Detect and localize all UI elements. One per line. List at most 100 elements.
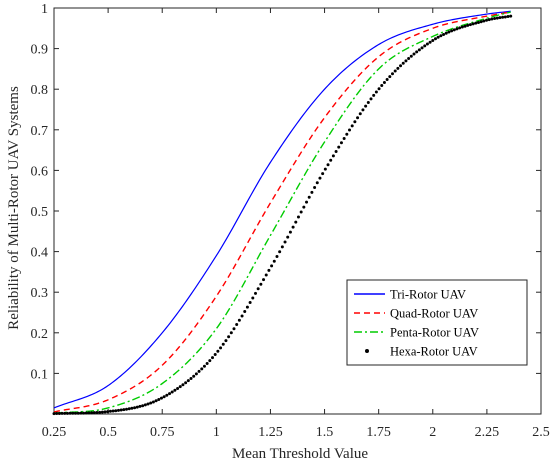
series-point: [189, 376, 193, 380]
legend-item: Tri-Rotor UAV: [354, 288, 466, 302]
series-point: [133, 406, 137, 410]
y-tick-label: 0.1: [31, 367, 49, 382]
series-point: [318, 176, 322, 180]
series-point: [428, 40, 432, 44]
y-tick-label: 0.7: [31, 124, 49, 139]
series-point: [205, 361, 209, 365]
series-point: [490, 17, 494, 21]
series-point: [305, 200, 309, 204]
y-tick-label: 0.3: [31, 286, 49, 301]
series-point: [262, 278, 266, 282]
legend-item: Penta-Rotor UAV: [354, 326, 479, 340]
series-point: [345, 132, 349, 136]
series-point: [235, 323, 239, 327]
series-point: [366, 100, 370, 104]
x-tick-label: 0.5: [99, 425, 117, 440]
series-point: [213, 352, 217, 356]
series-point: [485, 18, 489, 22]
y-tick-label: 0.8: [31, 83, 49, 98]
series-point: [108, 409, 112, 413]
y-tick-label: 0.9: [31, 43, 49, 58]
series-point: [315, 181, 319, 185]
series-point: [95, 411, 99, 414]
series-point: [444, 31, 448, 35]
y-axis-title: Reliability of Multi-Rotor UAV Systems: [6, 86, 22, 330]
series-point: [294, 220, 298, 224]
series-point: [232, 327, 236, 331]
x-tick-label: 1.75: [366, 425, 391, 440]
y-tick-label: 0.6: [31, 164, 49, 179]
series-point: [211, 356, 214, 360]
series-point: [100, 410, 104, 414]
series-point: [286, 235, 290, 239]
series-point: [82, 411, 86, 415]
series-point: [168, 392, 172, 396]
y-tick-label: 0.5: [31, 205, 49, 220]
series-line: [53, 11, 511, 413]
series-point: [73, 411, 77, 415]
series-point: [65, 411, 69, 415]
series-point: [127, 407, 131, 411]
series-point: [151, 400, 155, 404]
series-point: [329, 158, 333, 162]
series-point: [399, 64, 403, 68]
series-point: [450, 29, 454, 33]
series-point: [374, 90, 378, 94]
series-point: [202, 364, 206, 368]
series-point: [186, 379, 190, 383]
series-point: [103, 410, 107, 414]
series-point: [339, 141, 343, 145]
x-tick-label: 0.25: [42, 425, 67, 440]
series-point: [372, 93, 376, 97]
series-point: [377, 87, 381, 91]
series-line: [53, 11, 511, 414]
series-point: [423, 44, 427, 48]
series-point: [87, 411, 91, 415]
y-tick-label: 1: [41, 2, 48, 17]
series-point: [138, 404, 142, 408]
series-point: [264, 273, 268, 277]
series-point: [487, 18, 491, 22]
series-point: [425, 42, 429, 46]
x-tick-label: 2.25: [475, 425, 500, 440]
series-layer: [52, 10, 513, 416]
series-point: [92, 411, 96, 415]
series-point: [157, 398, 161, 402]
series-point: [307, 195, 311, 199]
x-tick-label: 1: [213, 425, 220, 440]
series-point: [272, 259, 276, 263]
series-point: [176, 387, 180, 390]
series-point: [114, 409, 118, 413]
series-point: [248, 301, 252, 305]
series-point: [200, 367, 204, 371]
series-point: [283, 240, 287, 244]
series-point: [224, 339, 228, 343]
series-point: [130, 406, 134, 410]
series-point: [468, 23, 472, 27]
series-point: [71, 411, 75, 415]
series-point: [270, 264, 274, 268]
series-point: [216, 349, 220, 353]
series-point: [240, 314, 244, 318]
series-point: [326, 163, 330, 167]
series-point: [76, 411, 80, 415]
series-quad-rotor-uav: [53, 11, 511, 413]
series-point: [149, 401, 153, 405]
series-point: [498, 16, 502, 20]
series-point: [116, 408, 120, 412]
series-penta-rotor-uav: [53, 11, 511, 414]
series-point: [208, 359, 212, 363]
series-point: [401, 61, 405, 65]
series-point: [447, 30, 451, 34]
series-point: [412, 52, 416, 56]
series-point: [194, 372, 198, 376]
series-point: [119, 408, 123, 412]
series-point: [334, 149, 338, 153]
series-point: [143, 403, 147, 407]
series-point: [291, 225, 295, 229]
series-point: [353, 120, 357, 124]
series-point: [184, 381, 188, 385]
legend-label: Penta-Rotor UAV: [390, 326, 479, 340]
series-point: [407, 57, 411, 60]
x-tick-label: 1.5: [316, 425, 334, 440]
